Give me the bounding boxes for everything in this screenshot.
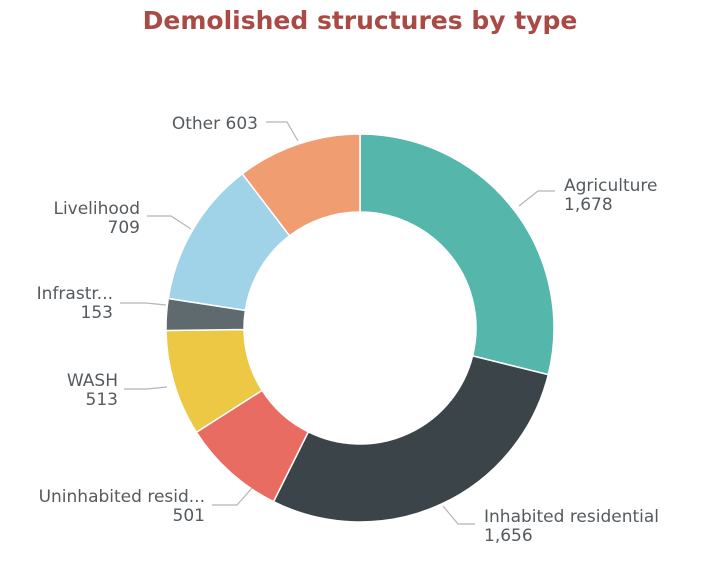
leader-line-livelihood bbox=[147, 215, 192, 230]
leader-line-agriculture bbox=[518, 190, 555, 207]
value-label-infrastructure: 153 bbox=[81, 303, 113, 323]
value-label-livelihood: 709 bbox=[108, 218, 140, 238]
leader-line-uninhabited-residential bbox=[212, 487, 253, 506]
slice-agriculture[interactable] bbox=[359, 133, 555, 376]
leader-line-infrastructure bbox=[120, 302, 167, 306]
category-label-infrastructure: Infrastr... bbox=[37, 284, 113, 304]
category-label-wash: WASH bbox=[67, 371, 118, 391]
category-label-other: Other bbox=[172, 114, 220, 134]
slice-other[interactable] bbox=[241, 133, 361, 237]
category-label-agriculture: Agriculture bbox=[564, 176, 658, 196]
slice-inhabited-residential[interactable] bbox=[272, 354, 550, 523]
leader-line-inhabited-residential bbox=[442, 505, 475, 525]
value-label-uninhabited-residential: 501 bbox=[173, 506, 205, 526]
chart-title: Demolished structures by type bbox=[142, 6, 578, 35]
category-label-uninhabited-residential: Uninhabited resid... bbox=[39, 487, 205, 507]
value-label-inhabited-residential: 1,656 bbox=[484, 526, 533, 546]
category-label-inhabited-residential: Inhabited residential bbox=[484, 507, 659, 527]
value-label-agriculture: 1,678 bbox=[564, 195, 613, 215]
category-label-livelihood: Livelihood bbox=[53, 199, 140, 219]
leader-line-other bbox=[266, 121, 299, 142]
leader-line-wash bbox=[124, 386, 168, 390]
value-label-wash: 513 bbox=[86, 390, 118, 410]
value-label-other: 603 bbox=[220, 114, 258, 134]
data-label-other: Other 603 bbox=[172, 114, 258, 134]
